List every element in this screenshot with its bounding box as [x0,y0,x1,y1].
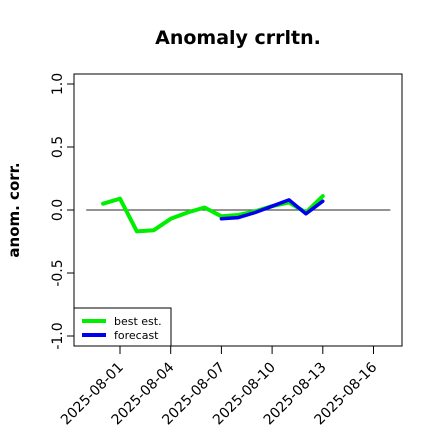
y-tick-label: 0.0 [50,199,66,221]
y-tick-label: 1.0 [50,73,66,95]
series-line-forecast [219,198,325,221]
legend: best est. forecast [73,307,172,347]
y-axis-label: anom. corr. [5,162,23,257]
y-tick-label: -1.0 [50,322,66,349]
y-axis: -1.0 -0.5 0.0 0.5 1.0 [50,73,74,350]
plot-area [86,194,391,234]
x-axis: 2025-08-012025-08-042025-08-072025-08-10… [58,346,380,428]
legend-label-best-est: best est. [114,315,162,328]
chart-title: Anomaly crrltn. [155,27,321,49]
legend-label-forecast: forecast [114,329,159,342]
legend-box [73,307,172,347]
y-tick-label: -0.5 [50,259,66,286]
series-line-best-est [101,194,325,234]
y-tick-label: 0.5 [50,136,66,158]
